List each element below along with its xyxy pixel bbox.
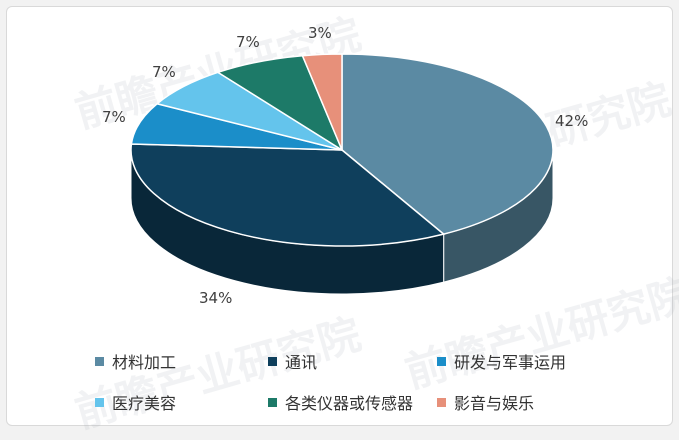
data-label: 7% bbox=[152, 63, 176, 81]
data-label: 3% bbox=[308, 24, 332, 42]
pie-slice-6 bbox=[301, 53, 343, 151]
pie-slice-1 bbox=[341, 53, 554, 235]
data-label: 7% bbox=[102, 108, 126, 126]
data-label: 34% bbox=[199, 289, 233, 307]
pie-slice-2 bbox=[130, 143, 446, 247]
pie-chart bbox=[130, 53, 554, 295]
data-label: 7% bbox=[236, 33, 260, 51]
pie-top-faces bbox=[130, 53, 554, 247]
data-label: 42% bbox=[555, 112, 589, 130]
